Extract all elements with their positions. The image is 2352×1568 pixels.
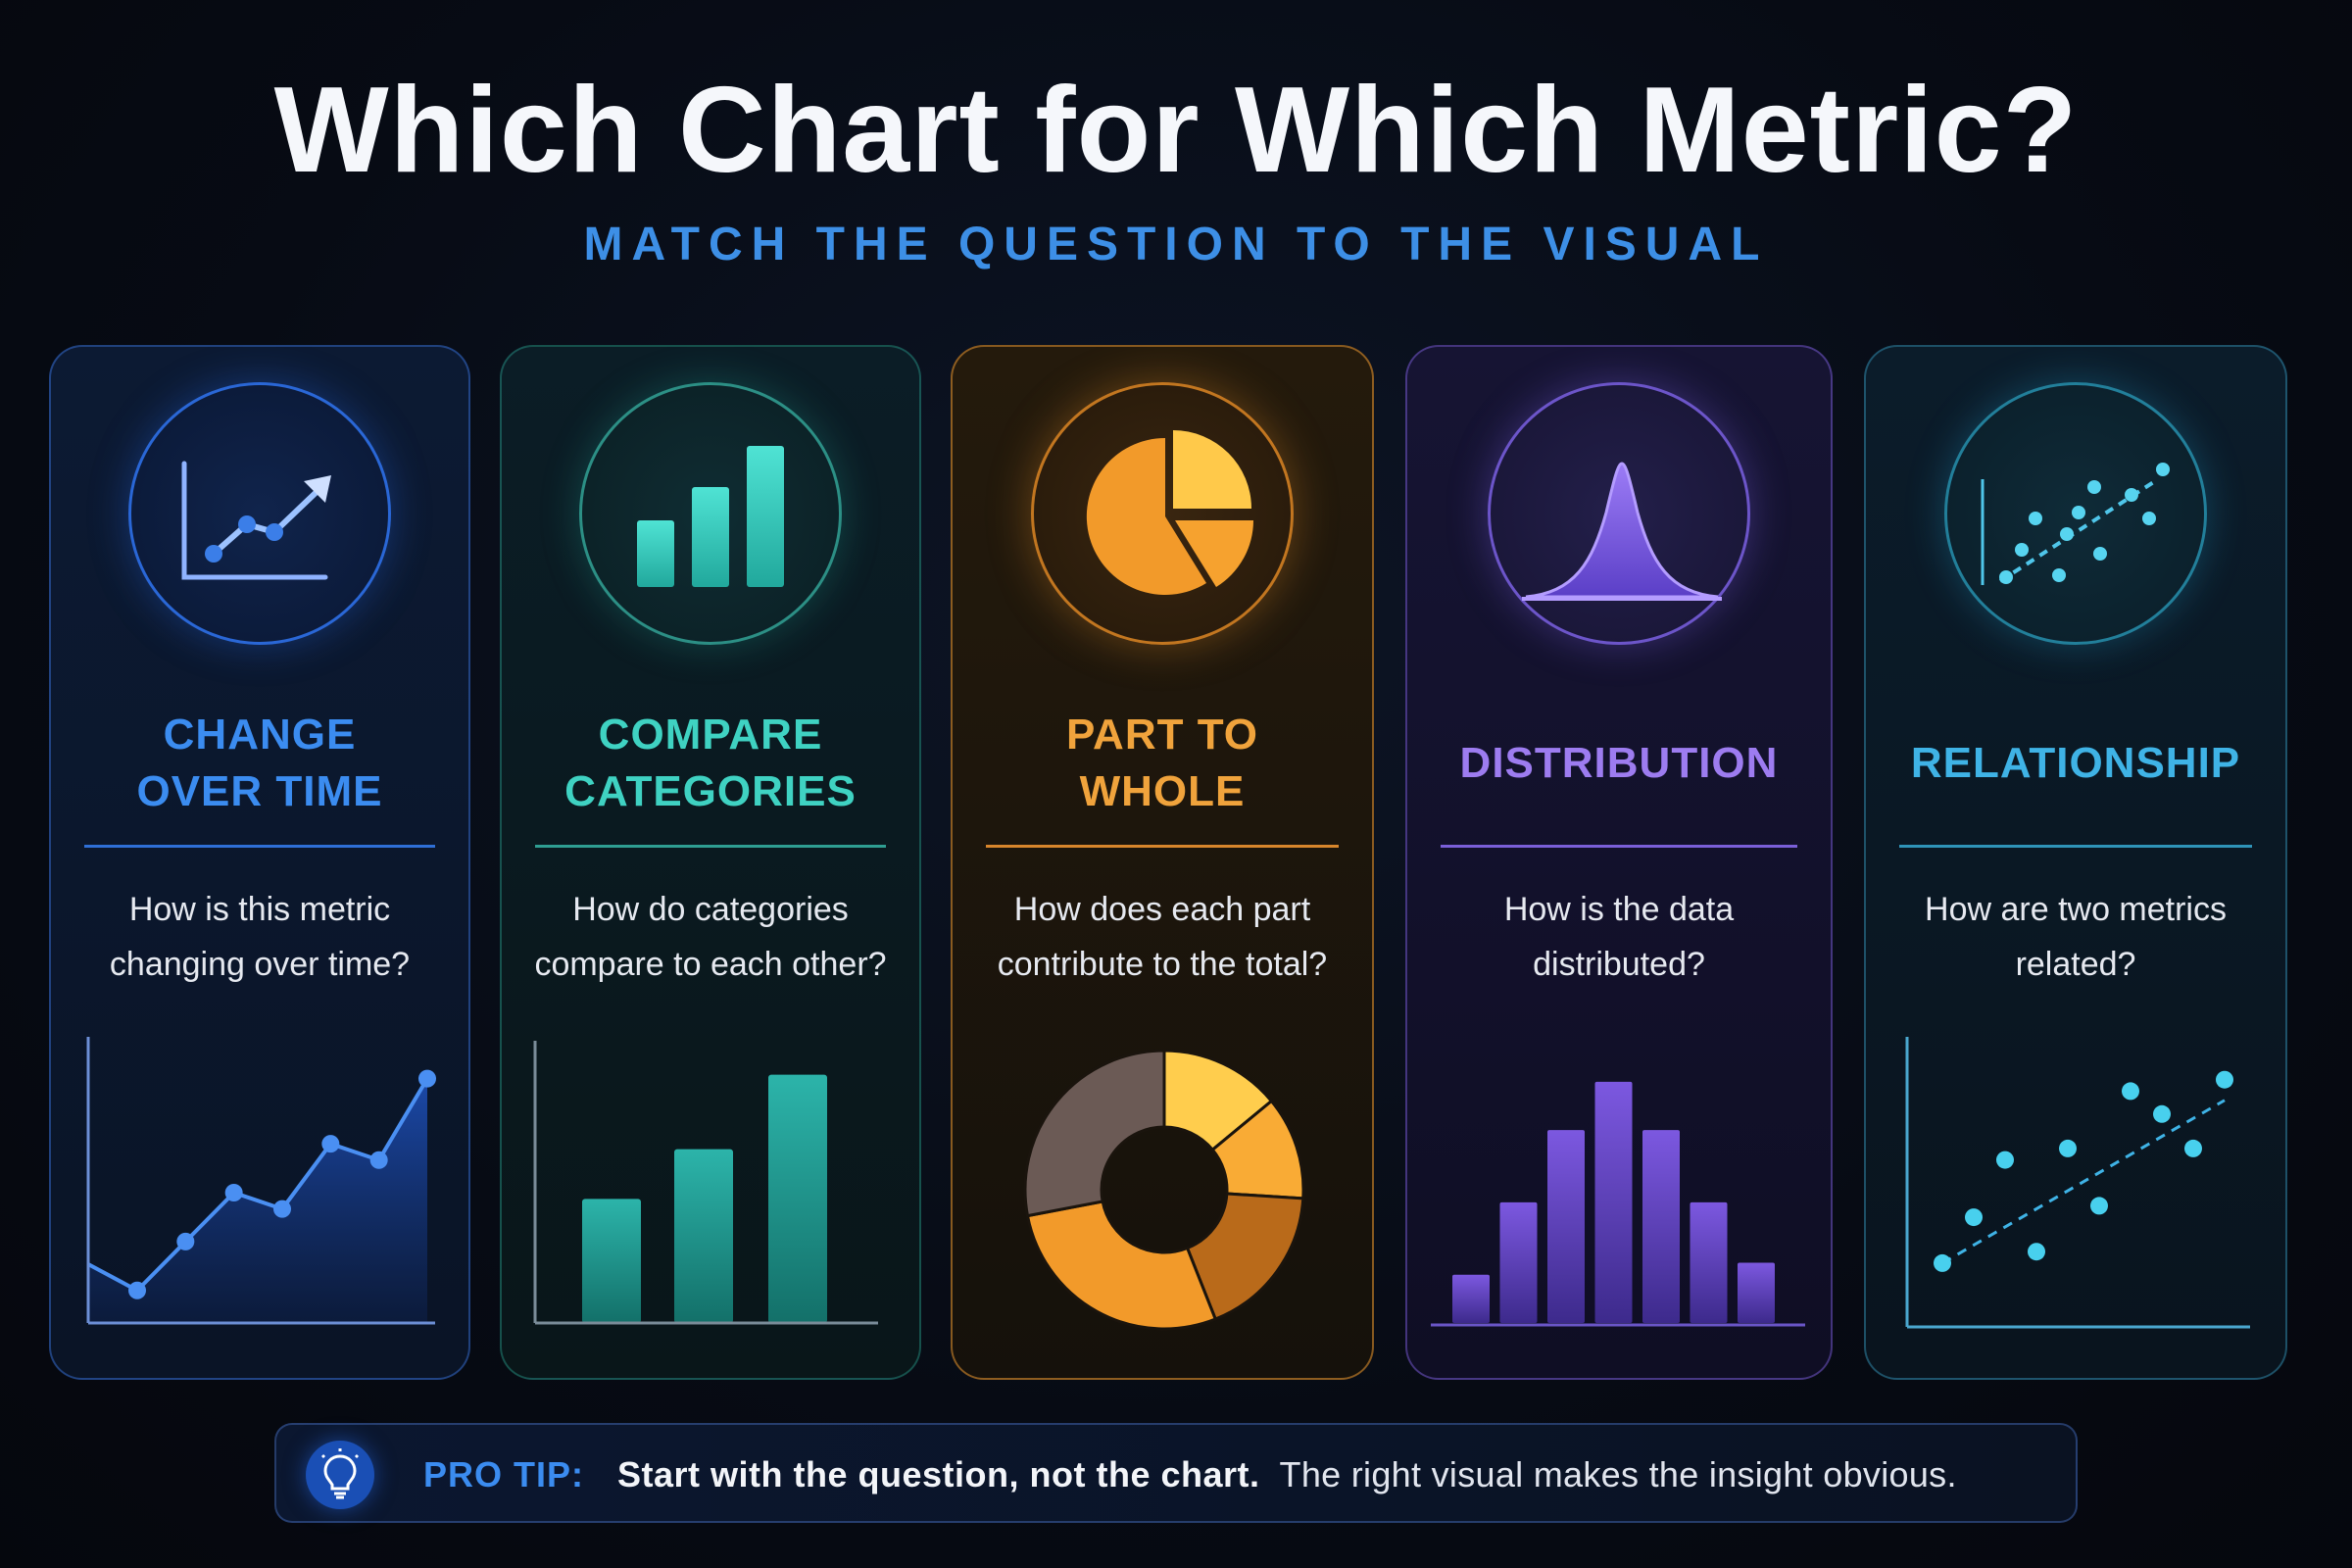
divider xyxy=(535,845,886,848)
card-change-over-time: CHANGE OVER TIME How is this metric chan… xyxy=(49,345,470,1380)
data-point xyxy=(321,1135,340,1153)
card-question: How is the data distributed? xyxy=(1503,891,1735,983)
pro-tip-emphasis: Start with the question, not the chart. xyxy=(617,1454,1260,1494)
card-distribution: DISTRIBUTION How is the data distributed… xyxy=(1405,345,1833,1380)
card-relationship: RELATIONSHIP How are two metrics related… xyxy=(1864,345,2287,1380)
histogram-bin xyxy=(1547,1130,1585,1323)
histogram-chart xyxy=(1431,1081,1805,1327)
divider xyxy=(84,845,435,848)
pro-tip-banner: PRO TIP: Start with the question, not th… xyxy=(274,1423,2078,1523)
card-title: RELATIONSHIP xyxy=(1910,739,2241,787)
pro-tip-label: PRO TIP: xyxy=(423,1454,585,1494)
card-question: How does each part contribute to the tot… xyxy=(997,891,1328,983)
lightbulb-icon xyxy=(306,1441,374,1509)
data-point xyxy=(176,1232,195,1250)
histogram-bin xyxy=(1499,1201,1538,1323)
card-question: How do categories compare to each other? xyxy=(534,891,887,983)
page-subtitle: MATCH THE QUESTION TO THE VISUAL xyxy=(583,219,1769,270)
scatter-chart xyxy=(1905,1037,2250,1329)
data-point xyxy=(128,1281,146,1299)
histogram-bin xyxy=(1690,1201,1728,1323)
bell-curve-icon xyxy=(1488,382,1750,645)
line-chart-trend-icon xyxy=(128,382,391,645)
divider xyxy=(1899,845,2252,848)
histogram-bin xyxy=(1738,1262,1775,1323)
card-title: PART TO WHOLE xyxy=(1065,710,1259,815)
donut-slice xyxy=(1025,1200,1218,1331)
line-chart xyxy=(86,1037,436,1325)
scatter-point xyxy=(2216,1070,2233,1089)
bar xyxy=(582,1199,641,1323)
bar-chart-icon xyxy=(579,382,842,645)
card-question: How are two metrics related? xyxy=(1925,891,2227,983)
scatter-point xyxy=(1965,1208,1983,1227)
card-question: How is this metric changing over time? xyxy=(109,891,411,983)
scatter-point xyxy=(1996,1151,2014,1169)
card-compare-categories: COMPARE CATEGORIES How do categories com… xyxy=(500,345,921,1380)
histogram-bin xyxy=(1452,1274,1490,1323)
scatter-point xyxy=(1934,1253,1951,1272)
scatter-plot-icon xyxy=(1944,382,2207,645)
data-point xyxy=(369,1151,388,1169)
data-point xyxy=(224,1184,243,1201)
scatter-point xyxy=(2059,1139,2077,1157)
page-title: Which Chart for Which Metric? xyxy=(273,63,2079,198)
trend-line xyxy=(1941,1099,2226,1265)
donut-slice xyxy=(1023,1049,1166,1218)
divider xyxy=(986,845,1339,848)
data-point xyxy=(418,1069,436,1088)
scatter-point xyxy=(2090,1197,2108,1215)
divider xyxy=(1441,845,1797,848)
histogram-bin xyxy=(1594,1081,1633,1323)
pie-chart-icon xyxy=(1031,382,1294,645)
histogram-bin xyxy=(1642,1130,1680,1323)
data-point xyxy=(273,1200,291,1218)
scatter-point xyxy=(2153,1104,2171,1123)
donut-slice xyxy=(1185,1192,1305,1321)
scatter-point xyxy=(2122,1082,2139,1101)
card-title: DISTRIBUTION xyxy=(1459,739,1779,787)
bar-chart xyxy=(533,1041,878,1325)
scatter-point xyxy=(2028,1243,2045,1261)
donut-chart xyxy=(1023,1049,1305,1331)
scatter-point xyxy=(2184,1139,2202,1157)
card-part-to-whole: PART TO WHOLE How does each part contrib… xyxy=(951,345,1374,1380)
card-title: CHANGE OVER TIME xyxy=(136,710,383,815)
pro-tip-text: The right visual makes the insight obvio… xyxy=(1279,1454,1957,1494)
card-title: COMPARE CATEGORIES xyxy=(564,710,857,815)
bar xyxy=(674,1149,733,1323)
bar xyxy=(768,1074,827,1323)
